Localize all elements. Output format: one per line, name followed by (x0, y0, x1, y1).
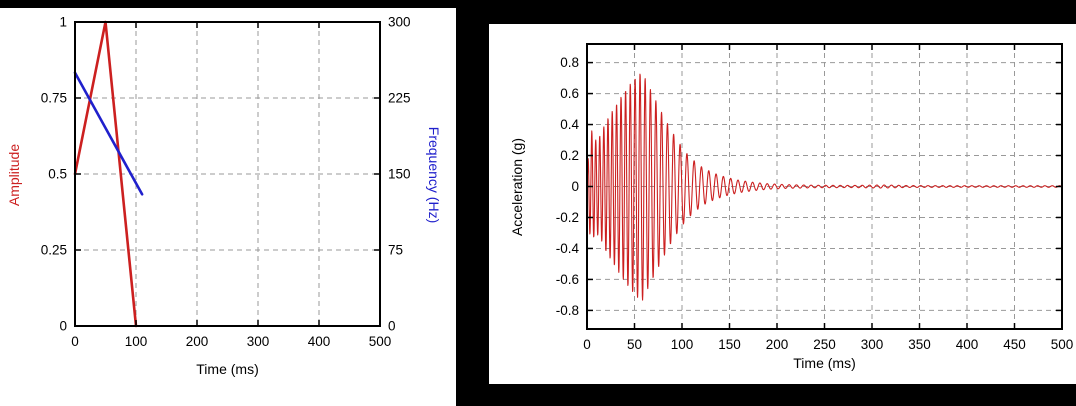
svg-text:100: 100 (125, 334, 148, 349)
svg-text:-0.8: -0.8 (556, 303, 579, 318)
svg-text:225: 225 (388, 91, 411, 106)
svg-text:-0.6: -0.6 (556, 272, 579, 287)
frequency-axis-label: Frequency (Hz) (426, 126, 442, 224)
svg-text:0: 0 (583, 337, 591, 352)
svg-text:100: 100 (671, 337, 694, 352)
svg-text:0.6: 0.6 (560, 86, 579, 101)
svg-text:0.25: 0.25 (41, 243, 67, 258)
svg-text:400: 400 (308, 334, 331, 349)
svg-text:0: 0 (571, 179, 579, 194)
svg-text:200: 200 (766, 337, 789, 352)
acceleration-axis-label: Acceleration (g) (509, 137, 525, 237)
svg-text:0.2: 0.2 (560, 148, 579, 163)
svg-text:0.8: 0.8 (560, 55, 579, 70)
svg-text:400: 400 (956, 337, 979, 352)
svg-text:500: 500 (369, 334, 392, 349)
svg-text:50: 50 (627, 337, 642, 352)
amplitude-axis-label: Amplitude (6, 143, 22, 207)
svg-text:150: 150 (718, 337, 741, 352)
svg-text:1: 1 (59, 15, 67, 30)
svg-text:350: 350 (908, 337, 931, 352)
svg-text:0.5: 0.5 (48, 167, 67, 182)
svg-text:500: 500 (1051, 337, 1074, 352)
svg-text:300: 300 (247, 334, 270, 349)
svg-text:450: 450 (1003, 337, 1026, 352)
amplitude-frequency-chart: 0 100 200 300 400 50000.250.50.75107515022530… (41, 15, 411, 350)
svg-text:150: 150 (388, 167, 411, 182)
svg-text:0: 0 (71, 334, 79, 349)
right-time-axis-label: Time (ms) (793, 355, 856, 371)
svg-text:-0.4: -0.4 (556, 241, 580, 256)
svg-text:300: 300 (388, 15, 411, 30)
svg-text:0: 0 (59, 319, 67, 334)
left-time-axis-label: Time (ms) (196, 361, 259, 377)
pulse-definition-panel: 0 100 200 300 400 500 0 0.25 0.5 0.75 1 0 75 150 225 30… (0, 8, 456, 406)
svg-text:0.75: 0.75 (41, 91, 67, 106)
svg-text:0.4: 0.4 (560, 117, 579, 132)
svg-text:200: 200 (186, 334, 209, 349)
acceleration-response-panel: 0 50 100 150 200 250 300 350 400 450 500 -0.8 -0.6 -0… (489, 24, 1076, 384)
svg-text:250: 250 (813, 337, 836, 352)
svg-text:-0.2: -0.2 (556, 210, 579, 225)
svg-text:300: 300 (861, 337, 884, 352)
svg-text:0: 0 (388, 319, 396, 334)
acceleration-chart: 0 50 100 150 200 250 300 350 400 450 500 -0.8 -0.6 -0… (556, 43, 1074, 352)
svg-text:75: 75 (388, 243, 403, 258)
